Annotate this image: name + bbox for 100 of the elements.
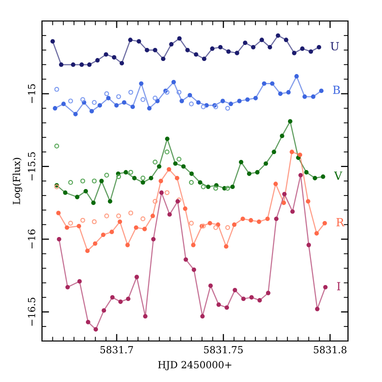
point [164,190,170,196]
point [218,44,223,50]
series-label: R [336,218,344,226]
point [216,222,220,227]
point [189,172,194,176]
point [116,213,122,218]
point [110,295,115,300]
point [132,176,137,180]
point [139,81,144,86]
point [220,98,225,104]
point [270,81,274,86]
point [185,48,190,52]
point [184,257,188,262]
point [108,199,112,204]
point [274,216,279,222]
point [280,134,284,138]
point [300,46,305,51]
point [85,248,90,254]
x-tick-label: 5831.7 [100,346,133,354]
point [320,174,326,179]
point [106,96,111,100]
point [128,38,133,42]
point [245,97,250,102]
series-label: U [330,42,339,50]
point [140,180,146,185]
point [130,104,135,110]
point [116,174,122,180]
point [70,62,76,67]
point [65,284,70,290]
y-tick-label: −15.5 [28,152,36,180]
point [194,52,198,57]
point [278,92,283,96]
point [140,97,146,102]
point [104,213,110,218]
point [79,62,84,67]
point [306,242,311,248]
point [249,295,254,300]
point [68,180,74,185]
point [50,39,55,44]
point [192,268,196,272]
point [128,90,134,95]
point [173,161,178,166]
point [54,86,60,92]
point [80,218,86,223]
point [310,94,316,99]
point [290,209,295,214]
point [180,98,184,104]
point [208,284,213,288]
point [232,222,236,227]
point [302,94,307,99]
point [225,186,230,191]
point [226,49,231,54]
point [124,170,128,174]
x-tick-label: 5831.8 [314,346,346,354]
point [110,230,114,234]
point [206,184,210,190]
point [114,103,119,108]
point [158,178,164,184]
point [142,226,147,232]
point [68,220,74,226]
point [266,290,270,296]
point [272,150,276,154]
point [308,49,314,54]
point [76,224,82,228]
point [152,48,158,52]
point [177,36,182,41]
point [232,288,238,292]
point [298,152,302,158]
point [87,62,92,67]
point [314,231,319,236]
point [77,279,82,284]
point [54,144,60,149]
point [74,194,80,200]
point [262,81,266,86]
point [92,100,97,105]
point [84,188,88,194]
point [128,210,134,216]
point [91,200,96,206]
x-tick-label: 5831.75 [204,346,243,354]
x-axis-title: HJD 2450000+ [158,361,232,370]
point [241,296,246,302]
point [264,161,268,166]
point [176,156,182,162]
point [248,218,254,222]
point [150,214,155,218]
point [99,178,104,184]
point [56,210,61,216]
point [116,94,122,100]
point [257,298,262,302]
point [143,314,148,318]
point [298,172,303,178]
point [98,103,102,108]
point [288,119,292,124]
point [234,50,240,56]
point [213,225,218,230]
point [169,42,174,46]
point [216,302,221,307]
point [240,216,246,222]
point [188,180,194,185]
point [160,56,166,62]
